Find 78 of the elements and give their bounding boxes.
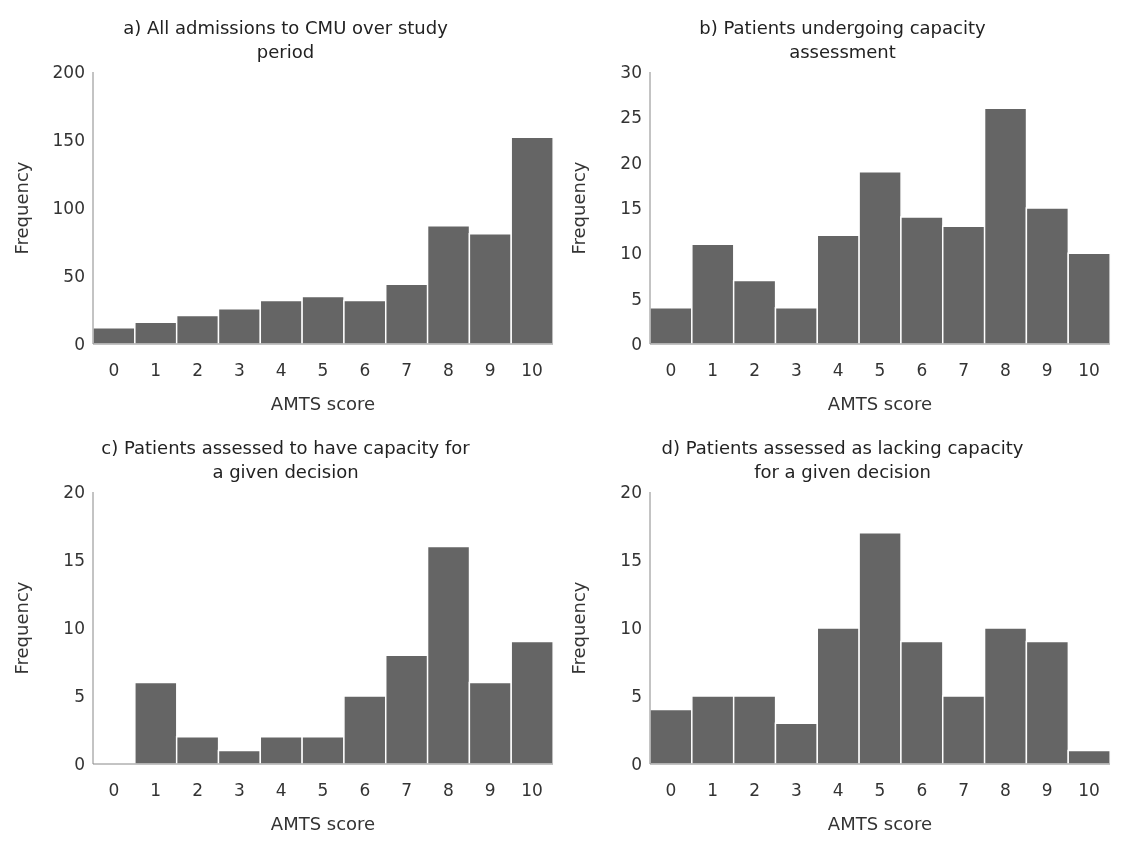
x-axis-title: AMTS score bbox=[270, 813, 376, 834]
x-tick-label: 3 bbox=[233, 360, 245, 381]
y-tick-label: 0 bbox=[631, 754, 642, 775]
y-axis-title: Frequency bbox=[568, 161, 590, 255]
chart-title: b) Patients undergoing capacity assessment bbox=[698, 16, 987, 64]
x-tick-label: 1 bbox=[150, 780, 162, 801]
x-tick-label: 0 bbox=[665, 360, 677, 381]
x-tick-label: 2 bbox=[192, 780, 203, 801]
x-tick-label: 10 bbox=[1078, 780, 1100, 801]
y-axis-title: Frequency bbox=[11, 581, 33, 675]
x-tick-label: 1 bbox=[150, 360, 162, 381]
x-tick-label: 4 bbox=[832, 780, 844, 801]
x-tick-label: 2 bbox=[749, 780, 760, 801]
x-tick-label: 6 bbox=[359, 780, 371, 801]
x-tick-label: 6 bbox=[916, 780, 928, 801]
x-tick-label: 10 bbox=[521, 360, 543, 381]
y-tick-label: 15 bbox=[620, 550, 642, 571]
x-tick-label: 7 bbox=[401, 780, 413, 801]
chart-title: c) Patients assessed to have capacity for a given decision bbox=[100, 436, 471, 484]
y-tick-label: 10 bbox=[620, 243, 642, 264]
x-tick-label: 1 bbox=[707, 360, 719, 381]
x-tick-label: 5 bbox=[317, 360, 329, 381]
y-tick-label: 20 bbox=[620, 482, 642, 503]
y-tick-label: 150 bbox=[52, 130, 85, 151]
x-tick-label: 4 bbox=[832, 360, 844, 381]
x-tick-label: 4 bbox=[275, 780, 287, 801]
x-tick-label: 8 bbox=[443, 780, 454, 801]
x-tick-label: 9 bbox=[1041, 360, 1053, 381]
x-axis-title: AMTS score bbox=[827, 393, 933, 414]
y-tick-label: 5 bbox=[631, 288, 642, 309]
x-tick-label: 5 bbox=[874, 780, 886, 801]
x-tick-label: 6 bbox=[916, 360, 928, 381]
x-tick-label: 10 bbox=[1078, 360, 1100, 381]
y-tick-label: 100 bbox=[52, 198, 85, 219]
y-tick-label: 5 bbox=[631, 686, 642, 707]
chart-title: d) Patients assessed as lacking capacity for a given decision bbox=[660, 436, 1025, 484]
x-axis-title: AMTS score bbox=[827, 813, 933, 834]
x-tick-label: 5 bbox=[317, 780, 329, 801]
x-tick-label: 7 bbox=[401, 360, 413, 381]
y-tick-label: 0 bbox=[631, 334, 642, 355]
y-axis-title: Frequency bbox=[568, 581, 590, 675]
y-tick-label: 15 bbox=[620, 198, 642, 219]
x-tick-label: 0 bbox=[108, 360, 120, 381]
y-axis-title: Frequency bbox=[11, 161, 33, 255]
x-tick-label: 1 bbox=[707, 780, 719, 801]
y-tick-label: 25 bbox=[620, 107, 642, 128]
x-tick-label: 7 bbox=[958, 360, 970, 381]
y-tick-label: 5 bbox=[74, 686, 85, 707]
x-tick-label: 0 bbox=[665, 780, 677, 801]
x-tick-label: 3 bbox=[790, 360, 802, 381]
x-tick-label: 8 bbox=[443, 360, 454, 381]
x-tick-label: 9 bbox=[484, 780, 496, 801]
x-axis-title: AMTS score bbox=[270, 393, 376, 414]
x-tick-label: 0 bbox=[108, 780, 120, 801]
y-tick-label: 10 bbox=[63, 618, 85, 639]
y-tick-label: 20 bbox=[63, 482, 85, 503]
x-tick-label: 7 bbox=[958, 780, 970, 801]
x-tick-label: 3 bbox=[233, 780, 245, 801]
y-tick-label: 50 bbox=[63, 266, 85, 287]
y-tick-label: 30 bbox=[620, 62, 642, 83]
x-tick-label: 8 bbox=[1000, 780, 1011, 801]
x-tick-label: 4 bbox=[275, 360, 287, 381]
chart-title: a) All admissions to CMU over study period bbox=[122, 16, 449, 64]
x-tick-label: 9 bbox=[1041, 780, 1053, 801]
x-tick-label: 6 bbox=[359, 360, 371, 381]
x-tick-label: 8 bbox=[1000, 360, 1011, 381]
x-tick-label: 9 bbox=[484, 360, 496, 381]
y-tick-label: 10 bbox=[620, 618, 642, 639]
y-tick-label: 20 bbox=[620, 152, 642, 173]
x-tick-label: 3 bbox=[790, 780, 802, 801]
x-tick-label: 5 bbox=[874, 360, 886, 381]
x-tick-label: 10 bbox=[521, 780, 543, 801]
x-tick-label: 2 bbox=[749, 360, 760, 381]
y-tick-label: 15 bbox=[63, 550, 85, 571]
x-tick-label: 2 bbox=[192, 360, 203, 381]
y-tick-label: 200 bbox=[52, 62, 85, 83]
y-tick-label: 0 bbox=[74, 754, 85, 775]
y-tick-label: 0 bbox=[74, 334, 85, 355]
